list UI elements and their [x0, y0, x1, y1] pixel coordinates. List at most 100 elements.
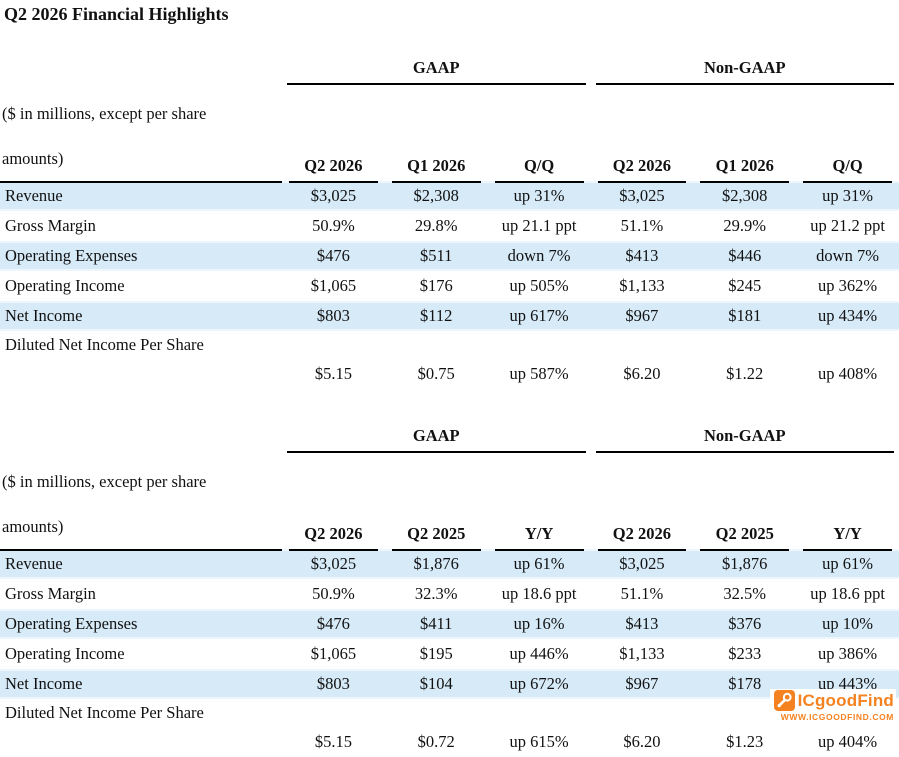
cell-value: up 615%: [509, 731, 569, 751]
cell-value: 50.9%: [312, 584, 355, 603]
row-label: Gross Margin: [5, 216, 96, 235]
cell-value: up 18.6 ppt: [501, 584, 577, 603]
row-label: Operating Income: [5, 644, 125, 663]
cell-value: $3,025: [310, 186, 357, 205]
cell-value: $1,876: [413, 554, 459, 573]
group-header-row: GAAP Non-GAAP: [0, 423, 899, 453]
table-row-net-income: Net Income $803 $104 up 672% $967 $178 u…: [0, 669, 899, 699]
cell-value: up 443%: [818, 674, 878, 693]
cell-value: $112: [420, 306, 453, 325]
cell-value: $1,133: [619, 644, 665, 663]
units-note-line1: ($ in millions, except per share: [2, 472, 207, 491]
column-header: Q2 2025: [391, 453, 481, 551]
cell-value: $967: [625, 674, 659, 693]
cell-value: up 446%: [509, 644, 569, 663]
column-header: Q2 2026: [597, 85, 687, 183]
column-header: Q1 2026: [391, 85, 481, 183]
table-row-revenue: Revenue $3,025 $1,876 up 61% $3,025 $1,8…: [0, 549, 899, 579]
cell-value: up 18.6 ppt: [810, 584, 885, 603]
cell-value: $6.20: [623, 363, 661, 383]
watermark-brand-text: ICgoodFind: [797, 690, 894, 710]
cell-value: up 434%: [818, 306, 878, 325]
table-row-operating-income: Operating Income $1,065 $176 up 505% $1,…: [0, 271, 899, 301]
cell-value: $3,025: [619, 554, 665, 573]
cell-value: $1,876: [722, 554, 768, 573]
column-header: Y/Y: [494, 453, 584, 551]
column-header: Q/Q: [494, 85, 584, 183]
cell-value: up 61%: [822, 554, 874, 573]
cell-value: up 31%: [822, 186, 874, 205]
cell-value: $446: [728, 246, 762, 265]
cell-value: $413: [625, 246, 659, 265]
page-title: Q2 2026 Financial Highlights: [4, 4, 229, 24]
units-note-line2: amounts): [2, 517, 64, 536]
table-row-revenue: Revenue $3,025 $2,308 up 31% $3,025 $2,3…: [0, 181, 899, 211]
group-header-non-gaap: Non-GAAP: [595, 423, 894, 453]
cell-value: $1,133: [619, 276, 665, 295]
column-header: Q2 2026: [597, 453, 687, 551]
units-note-line2: amounts): [2, 149, 64, 168]
table-row-operating-income: Operating Income $1,065 $195 up 446% $1,…: [0, 639, 899, 669]
cell-value: $104: [419, 674, 453, 693]
cell-value: $476: [316, 614, 350, 633]
cell-value: 32.3%: [414, 584, 458, 603]
cell-value: down 7%: [507, 246, 571, 265]
row-label: Diluted Net Income Per Share: [5, 334, 204, 354]
row-label: Operating Expenses: [5, 246, 138, 265]
cell-value: $233: [728, 644, 762, 663]
cell-value: up 10%: [822, 614, 874, 633]
column-header: Y/Y: [803, 453, 892, 551]
cell-value: $476: [316, 246, 350, 265]
cell-value: up 587%: [509, 363, 569, 383]
row-label: Gross Margin: [5, 584, 96, 603]
row-label: Operating Expenses: [5, 614, 138, 633]
column-header: Q2 2025: [700, 453, 790, 551]
cell-value: $181: [728, 306, 762, 325]
row-label: Revenue: [5, 554, 63, 573]
cell-value: up 16%: [513, 614, 565, 633]
cell-value: up 31%: [513, 186, 565, 205]
diluted-eps-values: $5.15 $0.75 up 587% $6.20 $1.22 up 408%: [0, 358, 899, 389]
watermark-logo-row: ICgoodFind: [773, 690, 894, 711]
column-header: Q2 2026: [289, 453, 378, 551]
column-header: Q2 2026: [289, 85, 378, 183]
cell-value: $803: [316, 674, 350, 693]
units-note: ($ in millions, except per share amounts…: [0, 85, 282, 183]
table-row-gross-margin: Gross Margin 50.9% 32.3% up 18.6 ppt 51.…: [0, 579, 899, 609]
column-header: Q1 2026: [700, 85, 790, 183]
cell-value: $2,308: [722, 186, 768, 205]
diluted-eps-values: $5.15 $0.72 up 615% $6.20 $1.23 up 404%: [0, 726, 899, 757]
cell-value: $3,025: [310, 554, 357, 573]
cell-value: up 672%: [509, 674, 569, 693]
column-header-row: ($ in millions, except per share amounts…: [0, 85, 899, 183]
cell-value: $178: [728, 674, 762, 693]
group-header-non-gaap: Non-GAAP: [595, 55, 894, 85]
row-label: Net Income: [5, 306, 83, 325]
cell-value: $376: [728, 614, 762, 633]
units-note-line1: ($ in millions, except per share: [2, 104, 207, 123]
table-row-net-income: Net Income $803 $112 up 617% $967 $181 u…: [0, 301, 899, 331]
cell-value: up 617%: [509, 306, 569, 325]
cell-value: $1,065: [310, 276, 357, 295]
cell-value: $176: [419, 276, 453, 295]
cell-value: $195: [419, 644, 453, 663]
cell-value: $511: [420, 246, 453, 265]
row-label: Revenue: [5, 186, 63, 205]
cell-value: 50.9%: [312, 216, 355, 235]
cell-value: $5.15: [314, 363, 352, 383]
cell-value: $5.15: [314, 731, 352, 751]
cell-value: $1,065: [310, 644, 357, 663]
table-row-operating-expenses: Operating Expenses $476 $411 up 16% $413…: [0, 609, 899, 639]
table-row-diluted-eps: Diluted Net Income Per Share $5.15 $0.75…: [0, 331, 899, 389]
table-row-operating-expenses: Operating Expenses $476 $511 down 7% $41…: [0, 241, 899, 271]
row-label: Net Income: [5, 674, 83, 693]
cell-value: down 7%: [816, 246, 879, 265]
cell-value: up 362%: [818, 276, 878, 295]
cell-value: 51.1%: [620, 216, 664, 235]
cell-value: up 386%: [818, 644, 878, 663]
group-header-row: GAAP Non-GAAP: [0, 55, 899, 85]
group-header-spacer: [0, 423, 282, 453]
units-note: ($ in millions, except per share amounts…: [0, 453, 282, 551]
cell-value: $803: [316, 306, 350, 325]
